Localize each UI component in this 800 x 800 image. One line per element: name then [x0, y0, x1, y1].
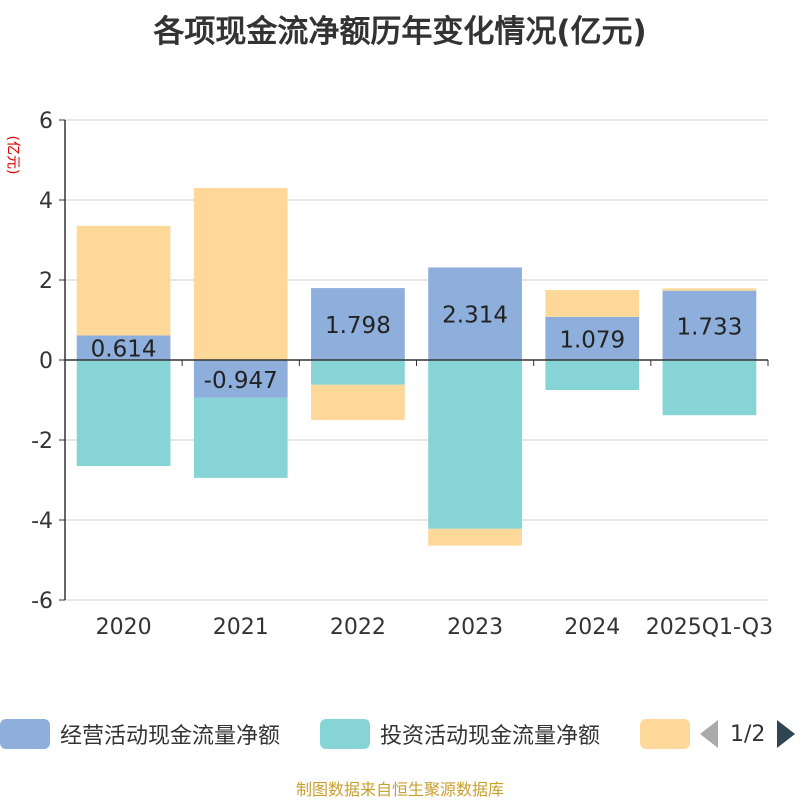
y-tick-label: 6 — [39, 109, 53, 134]
data-label: -0.947 — [204, 368, 278, 394]
data-label: 1.798 — [325, 313, 391, 339]
bar-operating-4 — [545, 316, 640, 360]
data-label: 0.614 — [91, 337, 157, 363]
legend-item-operating[interactable]: 经营活动现金流量净额 — [0, 716, 280, 752]
y-tick-label: -4 — [31, 509, 53, 534]
bar-operating-1 — [193, 360, 288, 398]
x-tick-label: 2021 — [213, 615, 269, 640]
legend-item-financing[interactable] — [640, 716, 690, 752]
bar-investing-0 — [76, 360, 171, 466]
legend: 经营活动现金流量净额 投资活动现金流量净额 — [0, 716, 800, 756]
y-tick-label: -6 — [31, 589, 53, 614]
bar-operating-5 — [662, 290, 757, 360]
data-source-note: 制图数据来自恒生聚源数据库 — [295, 780, 504, 799]
bar-investing-4 — [545, 360, 640, 390]
grid-lines — [65, 119, 768, 601]
x-tick-label: 2023 — [447, 615, 503, 640]
legend-swatch-operating — [0, 719, 50, 749]
bar-investing-5 — [662, 360, 757, 416]
y-tick-label: 4 — [39, 189, 53, 214]
y-tick-label: -2 — [31, 429, 53, 454]
bar-operating-2 — [311, 288, 405, 360]
bar-operating-3 — [428, 267, 522, 360]
bar-financing-3 — [428, 528, 522, 546]
bar-investing-1 — [193, 397, 288, 478]
bars — [76, 188, 757, 546]
bar-financing-5 — [662, 288, 757, 291]
legend-swatch-investing — [320, 719, 370, 749]
legend-swatch-financing — [640, 719, 690, 749]
data-label: 1.079 — [559, 327, 625, 353]
axes: 6 4 2 0 -2 -4 -6 2020 2021 2022 2023 2024 2025Q1-Q3 — [31, 109, 773, 640]
x-tick-label: 2024 — [564, 615, 620, 640]
next-page-icon[interactable] — [777, 720, 796, 748]
legend-page-indicator: 1/2 — [730, 721, 766, 747]
legend-pager: 1/2 — [700, 716, 796, 752]
bar-financing-1 — [193, 188, 288, 360]
bar-investing-3 — [428, 360, 522, 529]
x-tick-label: 2022 — [330, 615, 386, 640]
chart-title: 各项现金流净额历年变化情况(亿元) — [153, 14, 647, 50]
previous-page-icon[interactable] — [700, 720, 718, 748]
data-label: 2.314 — [442, 303, 508, 329]
bar-financing-0 — [76, 225, 171, 336]
bar-financing-4 — [545, 290, 640, 317]
legend-label-operating: 经营活动现金流量净额 — [60, 724, 281, 749]
data-label: 1.733 — [676, 314, 742, 340]
x-tick-label: 2020 — [96, 615, 152, 640]
x-tick-label: 2025Q1-Q3 — [646, 615, 773, 640]
bar-financing-2 — [311, 384, 405, 420]
data-labels: 0.614 -0.947 1.798 2.314 1.079 1.733 — [91, 303, 743, 394]
legend-item-investing[interactable]: 投资活动现金流量净额 — [320, 716, 600, 752]
bar-operating-0 — [76, 335, 171, 360]
bar-investing-2 — [311, 360, 405, 385]
legend-label-investing: 投资活动现金流量净额 — [380, 724, 601, 749]
y-tick-label: 0 — [39, 349, 53, 374]
y-tick-label: 2 — [39, 269, 53, 294]
